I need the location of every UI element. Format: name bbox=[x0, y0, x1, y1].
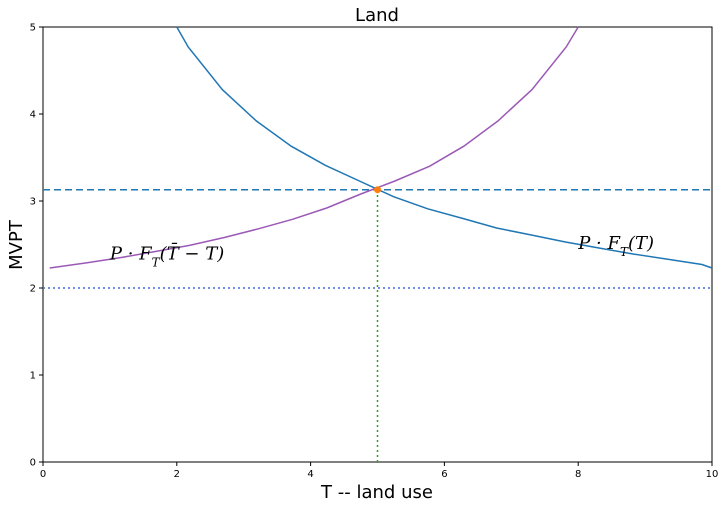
x-tick-label: 0 bbox=[40, 469, 46, 480]
annotation-opportunity-curve: P · FT(T̄ − T) bbox=[109, 241, 224, 269]
y-tick-label: 2 bbox=[30, 284, 36, 295]
ann-0-sub: T bbox=[152, 255, 161, 269]
x-axis-label: T -- land use bbox=[320, 482, 433, 503]
data-points bbox=[374, 186, 381, 194]
series-line-0 bbox=[176, 26, 713, 269]
y-tick-label: 3 bbox=[30, 197, 36, 208]
series-line-1 bbox=[49, 26, 579, 269]
y-tick-label: 0 bbox=[30, 458, 36, 469]
axis-ticks: 0 2 4 6 8 10 0 1 2 3 4 5 bbox=[30, 23, 719, 481]
y-tick-label: 5 bbox=[30, 23, 36, 34]
reference-lines bbox=[43, 188, 712, 462]
ann-1-rest: (T) bbox=[628, 233, 654, 254]
ann-1-sub: T bbox=[620, 245, 629, 259]
x-tick-label: 8 bbox=[575, 469, 581, 480]
ann-0-rest: (T̄ − T) bbox=[160, 241, 225, 264]
data-series bbox=[49, 26, 713, 269]
x-tick-label: 6 bbox=[441, 469, 447, 480]
x-tick-label: 4 bbox=[307, 469, 313, 480]
annotation-demand-curve: P · FT(T) bbox=[577, 233, 654, 259]
y-tick-label: 4 bbox=[30, 110, 36, 121]
y-tick-label: 1 bbox=[30, 371, 36, 382]
chart-title: Land bbox=[355, 5, 399, 26]
x-tick-label: 2 bbox=[174, 469, 180, 480]
y-axis-label: MVPT bbox=[6, 219, 27, 270]
intersection-point bbox=[374, 186, 381, 194]
x-tick-label: 10 bbox=[706, 469, 719, 480]
ann-0-p: P · F bbox=[109, 243, 153, 264]
ann-1-p: P · F bbox=[577, 233, 621, 254]
